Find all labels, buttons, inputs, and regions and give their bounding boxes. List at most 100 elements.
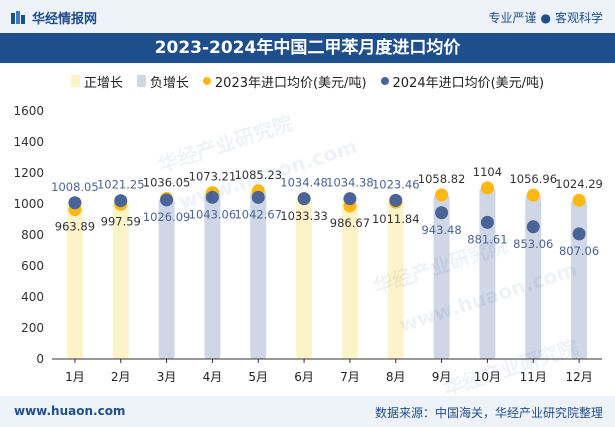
data-label-2024: 881.61 — [467, 232, 507, 246]
legend-swatch-2023 — [202, 77, 211, 85]
data-label-2024: 1034.48 — [280, 176, 328, 190]
point-2024 — [389, 193, 403, 207]
data-label-2023: 1011.84 — [372, 212, 420, 226]
growth-bar — [341, 198, 358, 359]
y-tick-label: 600 — [21, 259, 44, 273]
growth-bar — [571, 200, 588, 359]
point-2024 — [526, 220, 540, 234]
chart-plot: 0 200 400 600 800 1000 1200 1400 1600 1月 2月 3月 4月 5月 6… — [13, 104, 603, 384]
legend-swatch-negative — [136, 75, 146, 87]
y-tick-label: 1000 — [13, 197, 44, 211]
legend-swatch-positive — [70, 75, 80, 87]
chart-legend: 正增长 负增长 2023年进口均价(美元/吨) 2024年进口均价(美元/吨) — [0, 70, 615, 92]
chart-title: 2023-2024年中国二甲苯月度进口均价 — [154, 38, 461, 58]
data-label-2024: 853.06 — [513, 237, 553, 251]
growth-bar — [525, 195, 542, 359]
growth-bar — [479, 187, 496, 359]
point-2024 — [480, 215, 494, 229]
y-tick-label: 0 — [36, 352, 44, 366]
data-source: 数据来源：中国海关，华经产业研究院整理 — [374, 406, 603, 420]
x-tick-label: 5月 — [248, 370, 268, 384]
data-label-2024: 1021.25 — [97, 178, 145, 192]
y-tick-label: 1400 — [13, 135, 44, 149]
brand: 华经情报网 — [10, 8, 97, 27]
x-tick-label: 12月 — [565, 370, 592, 384]
point-2023 — [572, 193, 586, 207]
legend-label-positive: 正增长 — [83, 75, 123, 91]
data-label-2023: 1056.96 — [509, 172, 557, 186]
point-2024 — [251, 190, 265, 204]
growth-bar — [250, 190, 267, 359]
data-label-2023: 1073.21 — [189, 170, 237, 184]
point-2024 — [297, 192, 311, 206]
legend-item-2023: 2023年进口均价(美元/吨) — [202, 72, 367, 91]
growth-bar — [387, 200, 404, 359]
data-label-2023: 1104 — [473, 165, 502, 179]
legend-item-positive: 正增长 — [70, 72, 123, 91]
x-tick-label: 6月 — [294, 370, 314, 384]
logo-icon — [11, 10, 25, 24]
growth-bar — [158, 198, 175, 359]
x-tick-label: 3月 — [157, 370, 177, 384]
x-tick-label: 10月 — [474, 370, 501, 384]
data-label-2023: 1024.29 — [555, 177, 603, 191]
point-2024 — [572, 227, 586, 241]
y-tick-label: 800 — [21, 228, 44, 242]
x-tick-label: 1月 — [65, 370, 85, 384]
y-tick-label: 200 — [21, 321, 44, 335]
y-tick-label: 400 — [21, 290, 44, 304]
data-label-2023: 963.89 — [55, 220, 95, 234]
data-label-2024: 1026.09 — [143, 210, 191, 224]
point-2023 — [480, 181, 494, 195]
legend-swatch-2024 — [380, 77, 389, 85]
x-tick-label: 4月 — [203, 370, 223, 384]
growth-bar — [112, 200, 129, 359]
data-label-2023: 997.59 — [101, 214, 141, 228]
data-label-2023: 986.67 — [330, 216, 370, 230]
point-2024 — [114, 194, 128, 208]
legend-label-2024: 2024年进口均价(美元/吨) — [392, 75, 545, 91]
data-label-2023: 1058.82 — [418, 172, 466, 186]
website-link[interactable]: www.huaon.com — [14, 404, 126, 418]
growth-bar — [66, 202, 83, 359]
data-label-2024: 807.06 — [559, 244, 599, 258]
legend-item-2024: 2024年进口均价(美元/吨) — [380, 72, 545, 91]
data-label-2023: 1085.23 — [234, 168, 282, 182]
legend-item-negative: 负增长 — [136, 72, 189, 91]
data-label-2024: 1034.38 — [326, 176, 374, 190]
growth-bar — [296, 198, 313, 359]
point-2024 — [435, 206, 449, 220]
point-2024 — [205, 190, 219, 204]
point-2024 — [160, 193, 174, 207]
legend-label-2023: 2023年进口均价(美元/吨) — [214, 75, 367, 91]
tagline-left: 专业严谨 — [488, 11, 537, 25]
growth-bar — [433, 194, 450, 359]
point-2023 — [526, 188, 540, 202]
data-label-2024: 1043.06 — [189, 207, 237, 221]
point-2024 — [68, 196, 82, 210]
x-tick-label: 2月 — [111, 370, 131, 384]
y-tick-label: 1600 — [13, 104, 44, 118]
title-bar: 2023-2024年中国二甲苯月度进口均价 — [0, 33, 615, 63]
point-2023 — [435, 188, 449, 202]
data-label-2024: 1008.05 — [51, 180, 99, 194]
data-label-2024: 943.48 — [421, 223, 461, 237]
x-tick-label: 11月 — [520, 370, 547, 384]
y-tick-label: 1200 — [13, 166, 44, 180]
data-label-2024: 1023.46 — [372, 177, 420, 191]
data-label-2023: 1036.05 — [143, 175, 191, 189]
growth-bar — [204, 192, 221, 359]
x-tick-label: 7月 — [340, 370, 360, 384]
data-label-2023: 1033.33 — [280, 209, 328, 223]
footer-bar: www.huaon.com 数据来源：中国海关，华经产业研究院整理 — [0, 396, 615, 427]
separator-dot-icon: ● — [540, 11, 551, 25]
top-header-bar: 华经情报网 专业严谨 ● 客观科学 — [0, 0, 615, 33]
x-tick-label: 9月 — [432, 370, 452, 384]
point-2024 — [343, 192, 357, 206]
brand-name: 华经情报网 — [32, 12, 98, 27]
x-tick-label: 8月 — [386, 370, 406, 384]
data-label-2024: 1042.67 — [234, 207, 282, 221]
legend-label-negative: 负增长 — [149, 75, 189, 91]
tagline: 专业严谨 ● 客观科学 — [488, 9, 603, 26]
tagline-right: 客观科学 — [554, 11, 603, 25]
